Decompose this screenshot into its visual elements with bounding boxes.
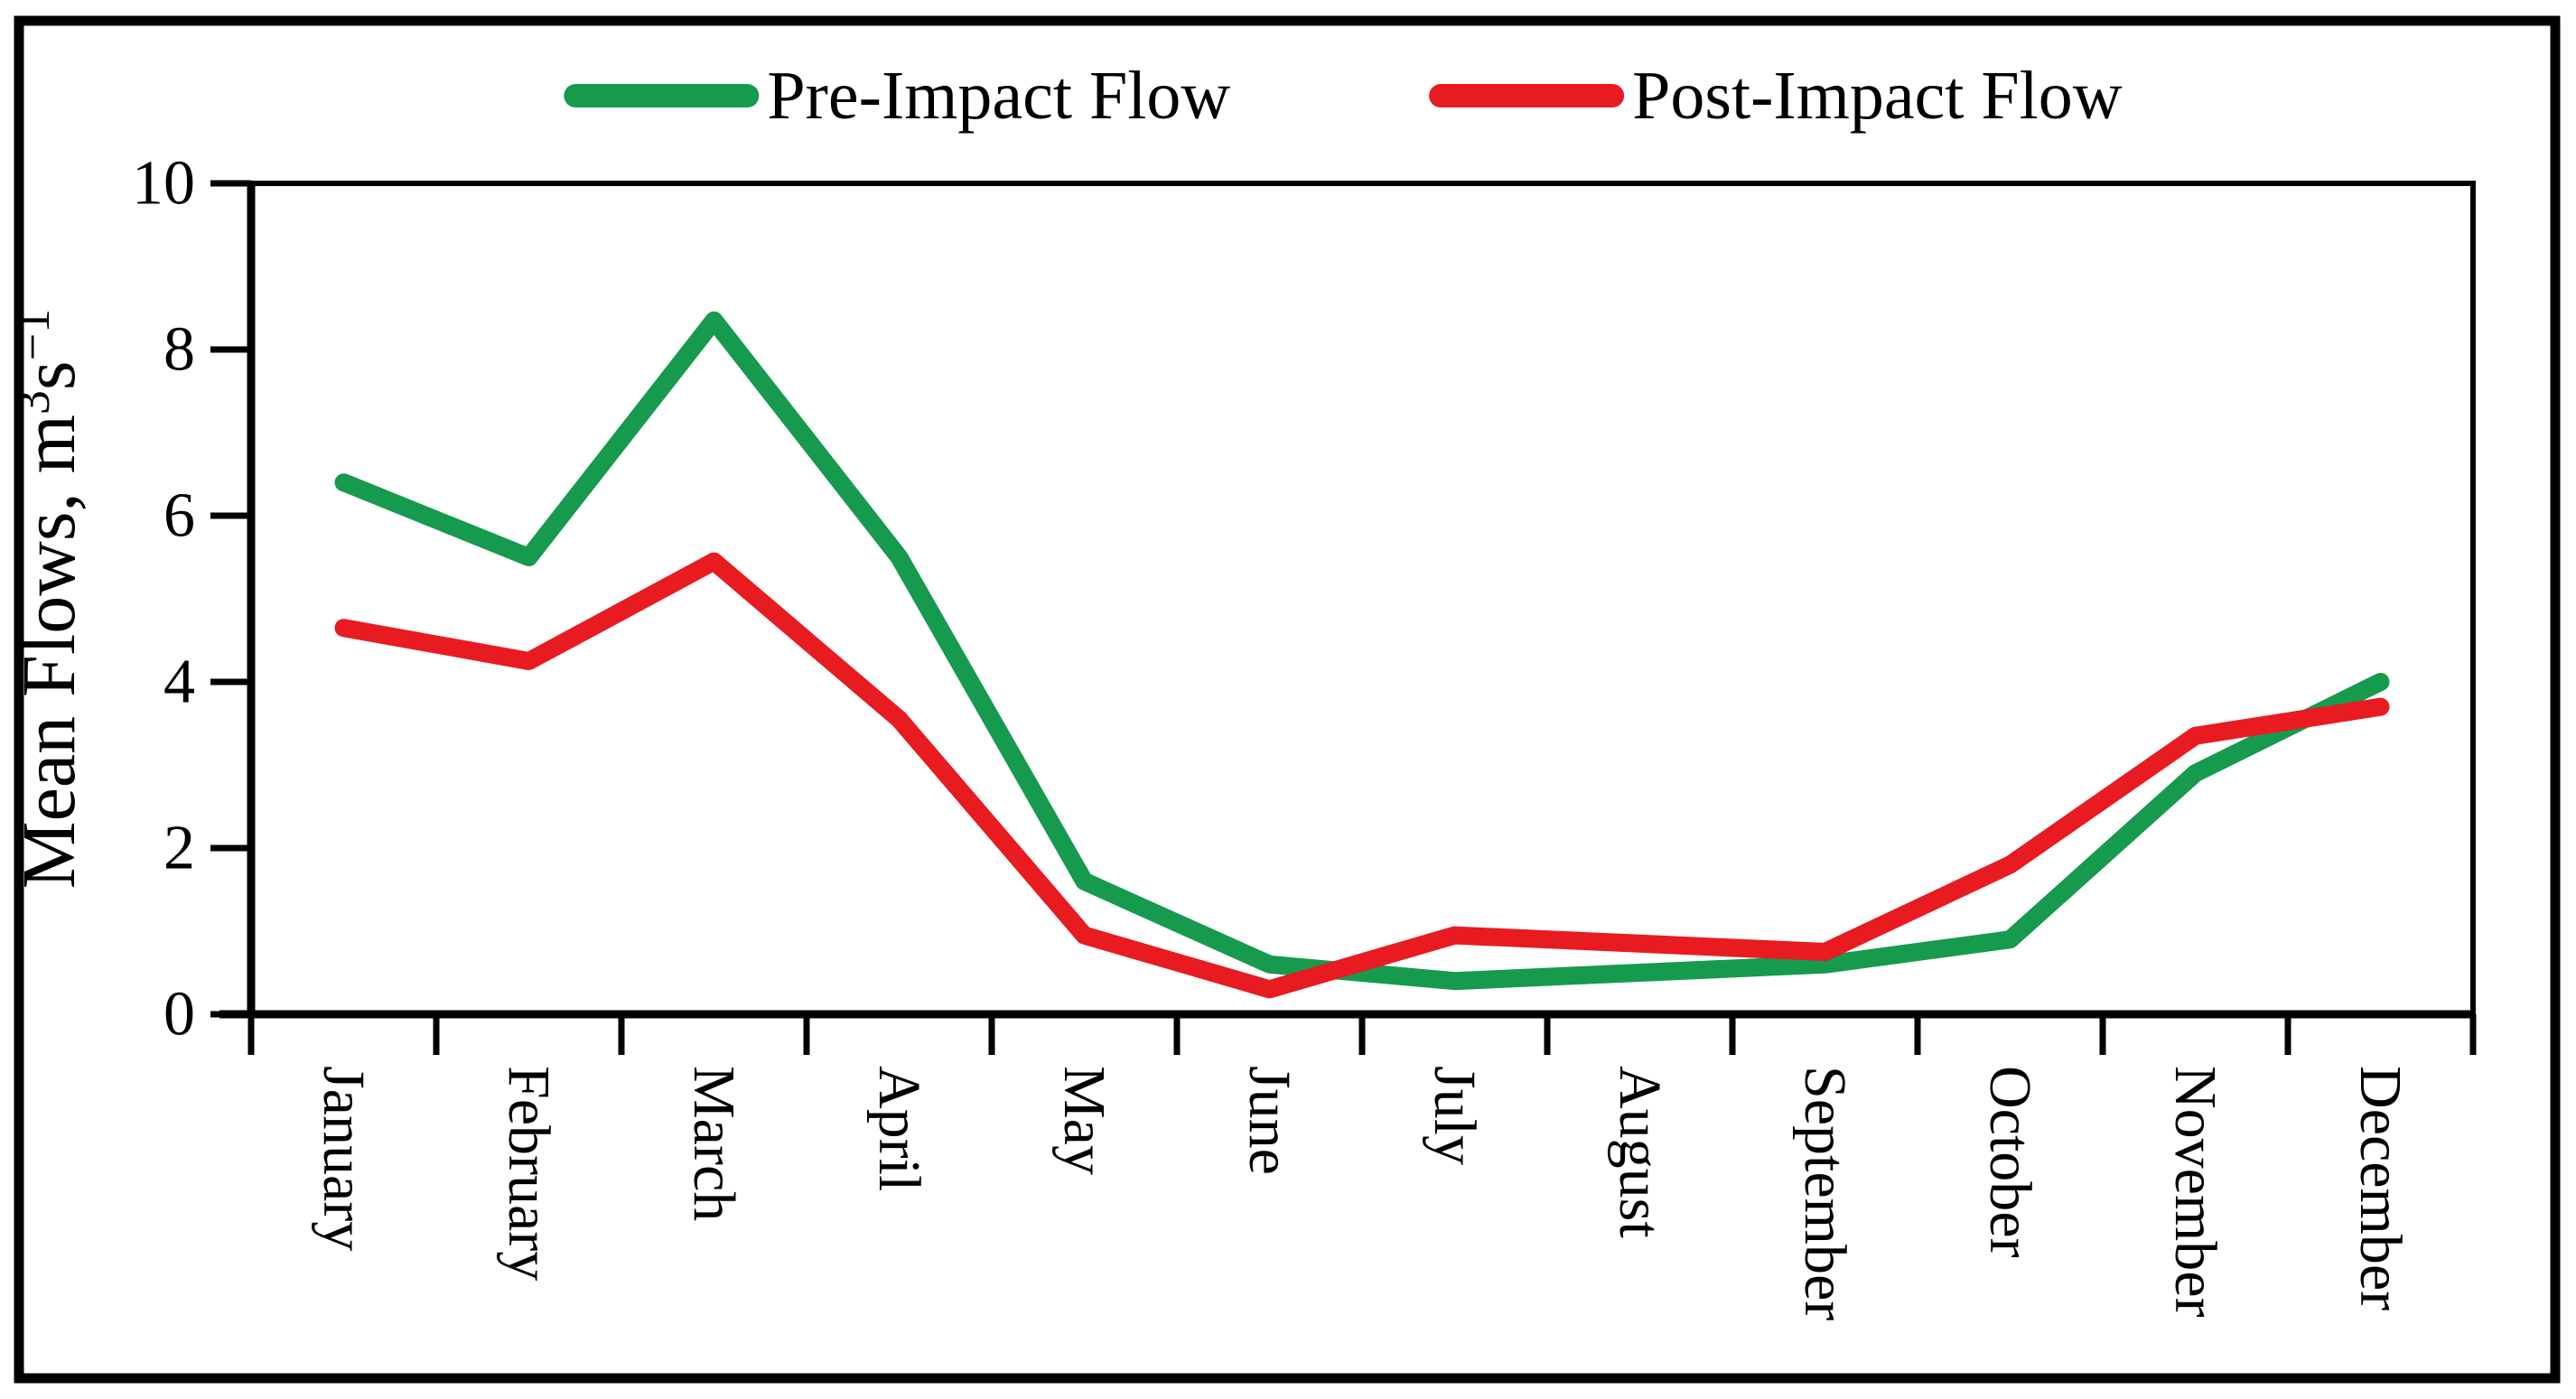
x-axis — [247, 1014, 2477, 1055]
y-tick-label: 2 — [163, 814, 195, 883]
y-tick-label: 0 — [163, 980, 195, 1049]
y-tick-label: 8 — [163, 315, 195, 385]
month-label-november: November — [2162, 1066, 2228, 1318]
month-label-september: September — [1792, 1066, 1858, 1320]
month-label-june: June — [1237, 1066, 1302, 1175]
series-lines — [334, 311, 2390, 999]
y-tick-label: 4 — [163, 648, 195, 717]
y-tick-label: 10 — [132, 149, 195, 219]
month-label-december: December — [2347, 1066, 2413, 1310]
month-label-may: May — [1051, 1066, 1117, 1175]
y-tick-label: 6 — [163, 481, 195, 551]
month-label-april: April — [866, 1066, 932, 1191]
post-impact-flow-line — [334, 552, 2390, 999]
month-label-february: February — [496, 1066, 562, 1281]
month-label-january: January — [311, 1066, 377, 1251]
legend-label-pre-impact-flow: Pre-Impact Flow — [767, 58, 1230, 134]
month-label-july: July — [1422, 1066, 1488, 1165]
month-label-october: October — [1977, 1066, 2043, 1258]
outer-border — [14, 15, 2561, 1384]
month-label-march: March — [681, 1066, 747, 1221]
month-label-august: August — [1607, 1066, 1673, 1238]
y-axis-title-superscript: −1 — [5, 309, 60, 360]
x-axis-labels: January February March April May June July Augu… — [311, 1066, 2413, 1320]
legend-label-post-impact-flow: Post-Impact Flow — [1632, 58, 2123, 134]
y-axis: 0 2 4 6 8 10 — [132, 149, 251, 1049]
legend: Pre-Impact Flow Post-Impact Flow — [564, 58, 2123, 134]
pre-impact-flow-line — [334, 311, 2390, 991]
y-axis-title-superscript: 3 — [5, 390, 60, 415]
